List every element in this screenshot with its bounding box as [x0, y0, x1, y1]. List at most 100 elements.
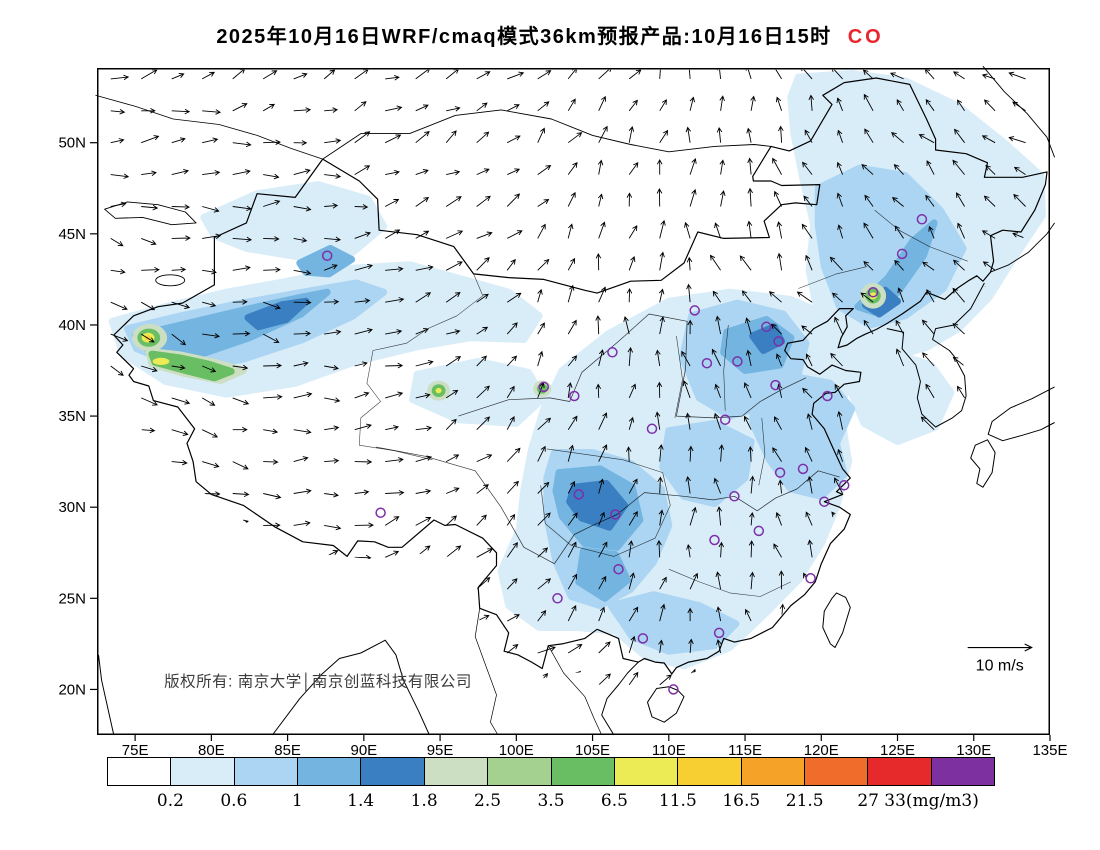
contour-fill-l3-urumqi [296, 244, 356, 278]
wind-arrow [720, 190, 726, 207]
colorbar-tick-label: 1 [291, 791, 303, 811]
wind-arrow [599, 708, 615, 716]
wind-arrow [808, 94, 814, 111]
wind-arrow [293, 616, 309, 623]
wind-arrow [895, 319, 904, 335]
wind-arrow [863, 93, 874, 112]
wind-arrow [415, 169, 429, 176]
wind-arrow [952, 610, 965, 622]
lon-tick-label: 90E [350, 742, 377, 759]
wind-arrow [747, 157, 753, 175]
wind-arrow [141, 711, 159, 717]
wind-arrow [293, 168, 311, 176]
wind-arrow [714, 222, 722, 239]
wind-arrow [110, 333, 129, 342]
wind-arrow [716, 506, 723, 526]
wind-arrow [925, 194, 935, 207]
wind-arrow [506, 385, 515, 399]
wind-arrow [415, 264, 434, 271]
wind-arrow [629, 710, 641, 717]
station-marker [916, 214, 928, 225]
wind-arrow [957, 222, 966, 239]
wind-arrow [598, 349, 605, 367]
wind-arrow [690, 701, 696, 716]
wind-arrow [834, 316, 844, 335]
wind-arrow [476, 416, 491, 431]
wind-arrow [446, 169, 461, 176]
wind-arrow [110, 138, 125, 144]
wind-arrow [1013, 674, 1026, 686]
wind-arrow [890, 714, 904, 719]
wind-arrow [354, 459, 373, 465]
wind-arrow [798, 712, 813, 717]
wind-arrow [952, 322, 965, 335]
colorbar-cell [804, 758, 869, 785]
wind-arrow [263, 459, 279, 465]
wind-arrow [654, 411, 661, 430]
wind-arrow [657, 476, 663, 494]
wind-arrow [446, 329, 461, 335]
wind-arrow [202, 615, 217, 622]
map-canvas: 10 m/s 版权所有: 南京大学│南京创蓝科技有限公司 50N 45N 40N 35N 3… [58, 65, 1068, 759]
contour-fill-l4-beijing [749, 323, 786, 354]
wind-arrow [445, 418, 457, 431]
wind-arrow [837, 129, 844, 143]
wind-arrow [1013, 512, 1026, 526]
wind-arrow [232, 549, 251, 558]
wind-arrow [598, 95, 607, 111]
province-border-henan-anhui [758, 417, 766, 486]
wind-arrow [1011, 710, 1026, 717]
colorbar [107, 757, 995, 786]
wind-arrow [110, 301, 128, 311]
wind-arrow [476, 355, 487, 367]
wind-arrow [324, 107, 339, 113]
colorbar-cell [678, 758, 742, 785]
wind-arrow [385, 490, 405, 496]
wind-arrow [719, 95, 725, 111]
wind-arrow [537, 258, 550, 271]
wind-arrow [110, 201, 127, 208]
wind-arrow [628, 69, 642, 80]
wind-arrow [803, 195, 813, 207]
wind-arrow [689, 188, 697, 207]
wind-arrow [324, 492, 339, 498]
wind-arrow [262, 70, 278, 80]
wind-arrow [201, 71, 216, 80]
wind-arrow [1017, 448, 1026, 462]
wind-arrow [110, 173, 130, 179]
wind-arrow [772, 69, 782, 80]
wind-arrow [862, 69, 874, 80]
wind-arrow [628, 635, 636, 654]
station-marker [797, 463, 809, 475]
wind-arrow [720, 667, 729, 686]
wind-arrow [861, 163, 874, 175]
wind-arrow [445, 545, 462, 558]
colorbar-tick-label: 2.5 [474, 791, 502, 811]
wind-arrow [567, 604, 577, 622]
wind-arrow [171, 168, 190, 176]
wind-arrow [745, 69, 752, 80]
colorbar-cell [424, 758, 489, 785]
wind-arrow [954, 477, 965, 494]
colorbar-tick-label: 0.2 [156, 791, 184, 811]
wind-arrow [445, 639, 458, 654]
wind-arrow [716, 639, 722, 654]
wind-arrow [686, 283, 692, 303]
wind-arrow [476, 71, 491, 80]
wind-arrow [866, 608, 874, 622]
wind-arrow [171, 301, 191, 309]
wind-arrow [293, 140, 308, 146]
wind-arrow [1012, 101, 1026, 112]
wind-arrow [567, 191, 576, 207]
wind-arrow [232, 169, 251, 176]
wind-arrow [537, 127, 546, 143]
wind-arrow [659, 129, 669, 143]
wind-arrow [476, 131, 490, 144]
wind-arrow [476, 257, 490, 271]
lat-tick-label: 45N [58, 226, 86, 243]
korea-coast [886, 282, 985, 428]
wind-arrow [595, 315, 601, 335]
wind-arrow [952, 356, 965, 367]
wind-arrow [324, 550, 339, 558]
wind-arrow [750, 95, 756, 111]
